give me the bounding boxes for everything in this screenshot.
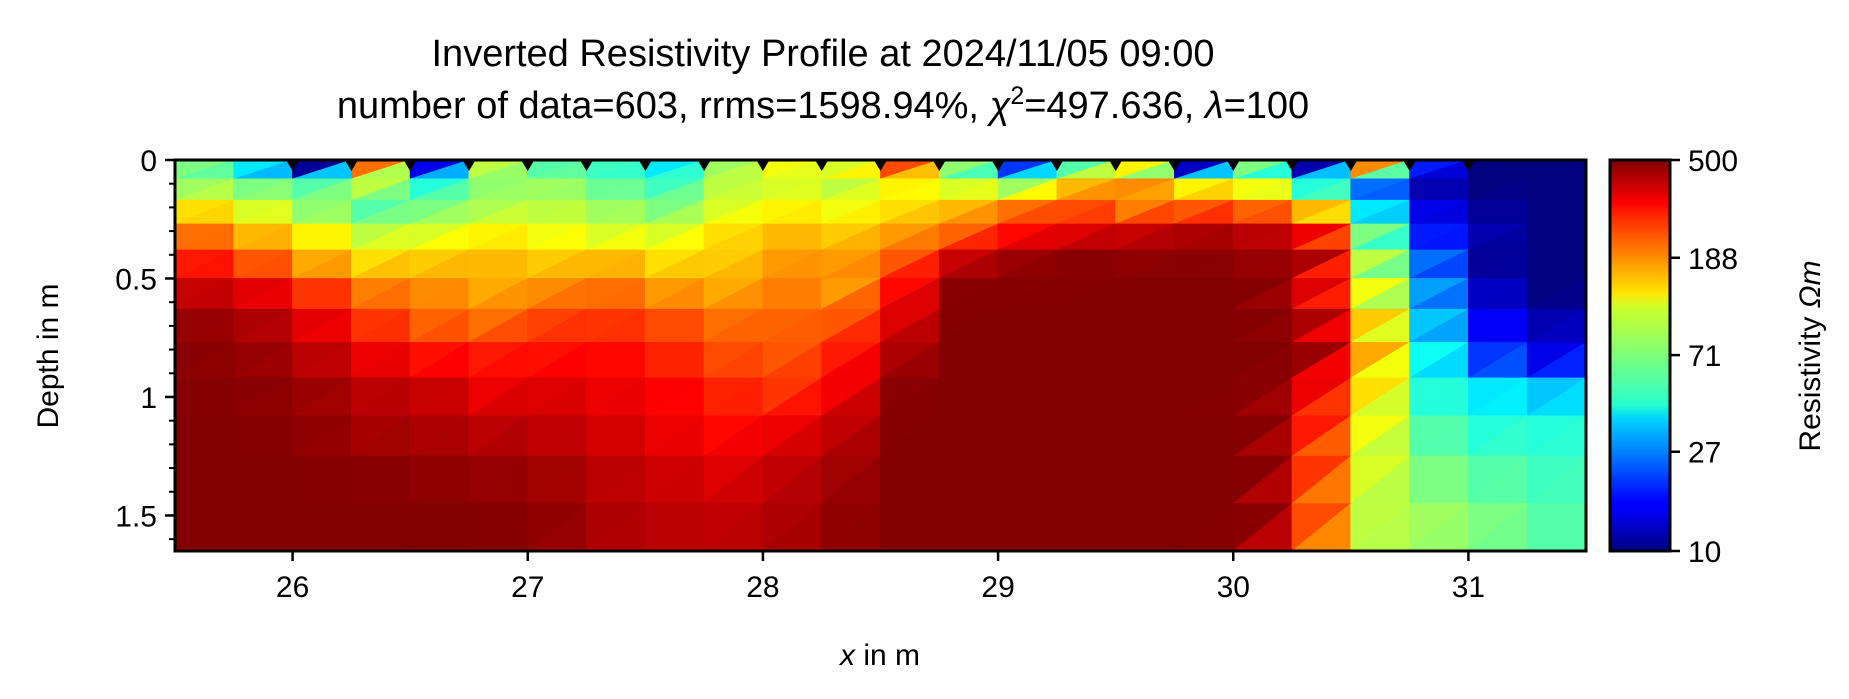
electrode-marker <box>756 161 769 171</box>
colorbar-label-text: Resistivity <box>1794 308 1827 451</box>
electrode-marker <box>1344 161 1357 171</box>
x-tick-label: 30 <box>1217 571 1250 604</box>
chi-symbol: χ <box>987 85 1012 127</box>
x-tick-label: 28 <box>746 571 779 604</box>
x-tick-label: 26 <box>276 571 309 604</box>
electrode-marker <box>933 161 946 171</box>
electrode-marker <box>815 161 828 171</box>
electrode-marker <box>1109 161 1122 171</box>
electrode-marker <box>286 161 299 171</box>
colorbar-tick-label: 188 <box>1688 243 1738 276</box>
x-tick-label: 29 <box>981 571 1014 604</box>
chart-title: Inverted Resistivity Profile at 2024/11/… <box>432 33 1215 75</box>
electrode-marker <box>345 161 358 171</box>
electrode-markers <box>286 161 1475 171</box>
y-tick-label: 1 <box>140 382 157 415</box>
electrode-marker <box>404 161 417 171</box>
x-axis-label-symbol: x <box>838 639 856 672</box>
y-axis: 0 0.5 1 1.5 <box>115 145 175 541</box>
electrode-marker <box>1050 161 1063 171</box>
electrode-marker <box>462 161 475 171</box>
electrode-marker <box>1227 161 1240 171</box>
electrode-marker <box>1403 161 1416 171</box>
resistivity-model-mesh <box>175 160 1586 551</box>
electrode-marker <box>580 161 593 171</box>
plot-frame <box>173 158 1588 553</box>
subtitle-prefix: number of data=603, rrms=1598.94%, <box>337 85 990 127</box>
x-tick-label: 31 <box>1452 571 1485 604</box>
y-tick-label: 1.5 <box>115 500 157 533</box>
y-tick-label: 0 <box>140 145 157 178</box>
electrode-marker <box>639 161 652 171</box>
colorbar-tick-label: 500 <box>1688 145 1738 178</box>
electrode-marker <box>874 161 887 171</box>
x-axis-label-text: in m <box>855 639 920 672</box>
colorbar-label: Resistivity Ωm <box>1794 260 1827 451</box>
electrode-marker <box>521 161 534 171</box>
colorbar-tick-label: 10 <box>1688 536 1721 569</box>
chi-value: =497.636, <box>1024 85 1205 127</box>
x-tick-label: 27 <box>511 571 544 604</box>
electrode-marker <box>1462 161 1475 171</box>
electrode-marker <box>698 161 711 171</box>
colorbar-ticks: 10 27 71 188 500 <box>1670 145 1738 569</box>
electrode-marker <box>992 161 1005 171</box>
x-axis-label: x in m <box>838 639 920 672</box>
chi-exponent: 2 <box>1010 82 1024 110</box>
lambda-symbol: λ <box>1203 85 1224 127</box>
x-axis: 26 27 28 29 30 31 <box>276 551 1485 604</box>
colorbar-label-unit: Ωm <box>1794 260 1827 308</box>
model-cell <box>1526 503 1586 551</box>
chart-subtitle: number of data=603, rrms=1598.94%, χ2=49… <box>337 82 1309 127</box>
colorbar-tick-label: 27 <box>1688 437 1721 470</box>
lambda-value: =100 <box>1224 85 1310 127</box>
y-tick-label: 0.5 <box>115 263 157 296</box>
electrode-marker <box>1168 161 1181 171</box>
colorbar <box>1608 158 1672 553</box>
electrode-marker <box>1286 161 1299 171</box>
colorbar-tick-label: 71 <box>1688 340 1721 373</box>
y-axis-label: Depth in m <box>32 283 65 428</box>
